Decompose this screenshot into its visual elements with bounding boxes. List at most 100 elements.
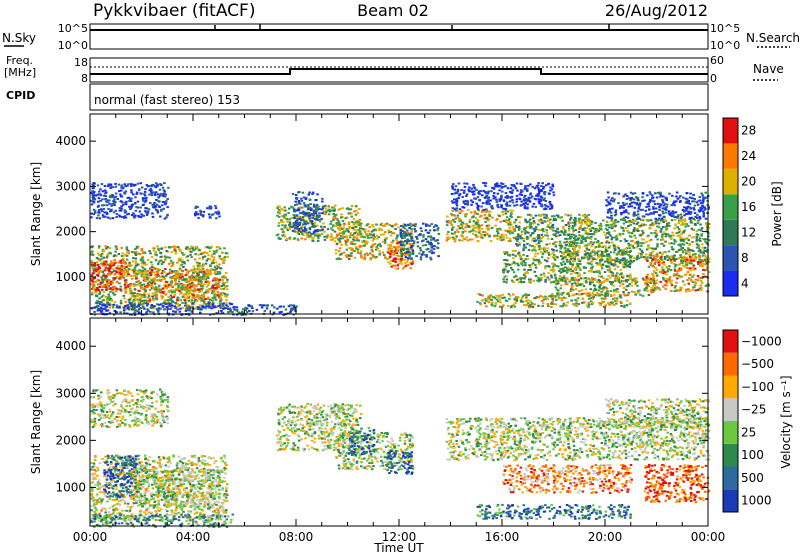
data-cell — [501, 210, 504, 213]
data-cell — [197, 253, 201, 256]
data-cell — [625, 253, 628, 256]
data-cell — [197, 306, 200, 309]
data-cell — [323, 226, 326, 228]
data-cell — [517, 234, 520, 237]
data-cell — [203, 283, 206, 286]
data-cell — [240, 310, 244, 313]
data-cell — [510, 191, 513, 194]
data-cell — [96, 299, 99, 302]
data-cell — [313, 217, 317, 220]
data-cell — [363, 236, 367, 239]
data-cell — [93, 198, 97, 201]
data-cell — [358, 246, 362, 249]
data-cell — [573, 260, 576, 262]
data-cell — [538, 262, 541, 265]
data-cell — [641, 224, 644, 227]
data-cell — [153, 191, 156, 194]
data-cell — [215, 277, 219, 280]
data-cell — [656, 252, 659, 255]
data-cell — [541, 252, 545, 255]
data-cell — [544, 216, 548, 219]
data-cell — [90, 261, 94, 264]
data-cell — [109, 183, 113, 186]
data-cell — [582, 266, 586, 269]
data-cell — [629, 250, 632, 252]
data-cell — [163, 182, 166, 185]
data-cell — [129, 291, 132, 294]
data-cell — [535, 239, 538, 242]
data-cell — [192, 284, 196, 287]
data-cell — [349, 232, 352, 234]
data-cell — [509, 240, 512, 242]
data-cell — [623, 261, 626, 264]
data-cell — [593, 227, 596, 230]
data-cell — [212, 250, 216, 253]
data-cell — [121, 187, 125, 190]
data-cell — [97, 254, 101, 256]
data-cell — [573, 268, 577, 270]
data-cell — [496, 203, 499, 206]
data-cell — [409, 222, 412, 225]
data-cell — [524, 232, 527, 235]
data-cell — [293, 210, 297, 213]
data-cell — [410, 245, 413, 248]
data-cell — [502, 199, 505, 202]
data-cell — [120, 264, 123, 267]
data-cell — [295, 305, 298, 308]
data-cell — [583, 227, 586, 230]
data-cell — [337, 208, 340, 211]
data-cell — [361, 256, 364, 259]
data-cell — [363, 240, 366, 243]
data-cell — [161, 255, 164, 258]
data-cell — [567, 214, 570, 217]
data-cell — [662, 221, 665, 223]
data-cell — [365, 242, 368, 245]
data-cell — [533, 259, 536, 262]
data-cell — [582, 277, 585, 280]
data-cell — [453, 232, 456, 235]
data-cell — [546, 247, 549, 250]
data-cell — [355, 205, 358, 208]
data-cell — [553, 215, 556, 218]
data-cell — [527, 184, 530, 187]
data-cell — [523, 227, 526, 230]
data-cell — [120, 207, 123, 210]
data-cell — [408, 227, 411, 229]
data-cell — [526, 207, 529, 210]
data-cell — [528, 278, 531, 281]
data-cell — [532, 227, 535, 230]
data-cell — [399, 232, 402, 235]
data-cell — [102, 256, 105, 259]
data-cell — [95, 256, 99, 259]
data-cell — [134, 209, 138, 212]
data-cell — [104, 266, 108, 269]
data-cell — [482, 231, 485, 233]
data-cell — [121, 216, 124, 218]
data-cell — [703, 258, 707, 261]
data-cell — [91, 190, 94, 193]
data-cell — [640, 223, 644, 226]
data-cell — [662, 244, 666, 247]
data-cell — [492, 194, 495, 197]
data-cell — [113, 202, 116, 205]
data-cell — [154, 253, 157, 256]
data-cell — [150, 266, 154, 268]
data-cell — [97, 246, 101, 249]
data-cell — [292, 221, 296, 224]
data-cell — [213, 292, 217, 295]
data-cell — [151, 263, 154, 266]
data-cell — [450, 229, 454, 231]
data-cell — [540, 196, 543, 199]
data-cell — [351, 221, 354, 223]
data-cell — [171, 263, 175, 266]
data-cell — [153, 294, 157, 297]
data-cell — [524, 186, 527, 189]
data-cell — [541, 235, 545, 238]
data-cell — [308, 228, 312, 231]
data-cell — [612, 251, 616, 254]
data-cell — [690, 249, 693, 252]
data-cell — [101, 281, 105, 284]
data-cell — [194, 307, 198, 310]
data-cell — [324, 213, 327, 216]
data-cell — [134, 202, 137, 205]
